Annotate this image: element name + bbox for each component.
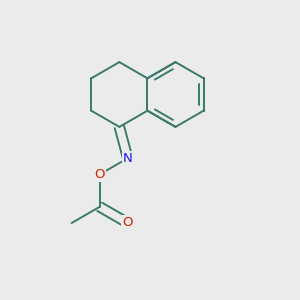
Text: O: O	[122, 217, 133, 230]
Text: O: O	[94, 168, 105, 181]
Text: N: N	[123, 152, 133, 165]
